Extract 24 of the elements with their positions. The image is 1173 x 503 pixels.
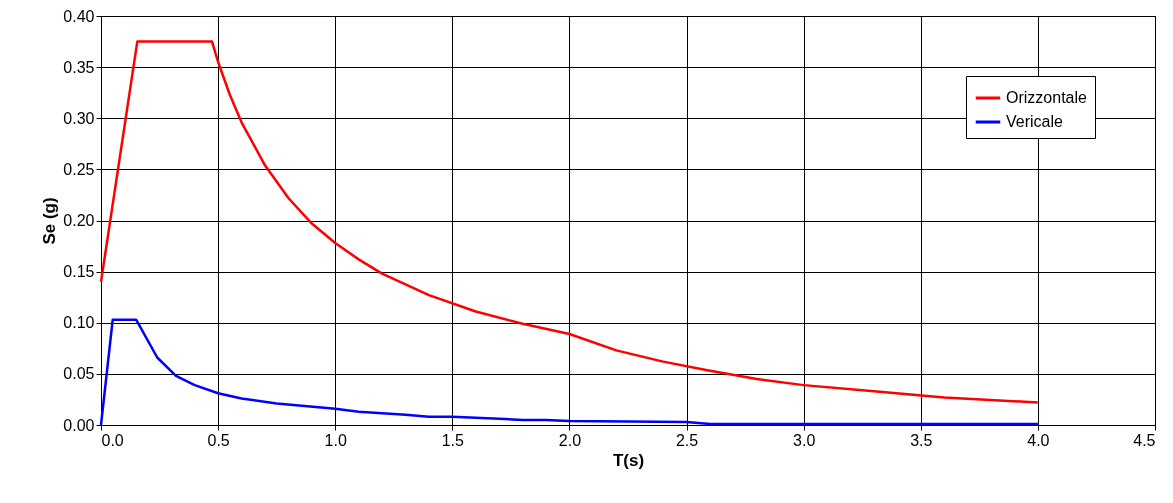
x-tick-label: 1.5 — [441, 431, 465, 449]
x-axis-title: T(s) — [612, 450, 645, 470]
line-series — [99, 318, 1040, 427]
x-tick-label: 0.0 — [101, 431, 124, 449]
y-tick-label: 0.30 — [63, 109, 95, 127]
y-tick-label: 0.00 — [63, 416, 95, 434]
y-tick-label: 0.05 — [63, 365, 95, 383]
y-tick-label: 0.40 — [63, 7, 95, 25]
x-tick-label: 2.0 — [558, 431, 582, 449]
y-tick-label: 0.10 — [63, 314, 95, 332]
x-tick-label: 0.5 — [207, 431, 230, 449]
y-tick-label: 0.15 — [63, 263, 95, 281]
x-tick-label: 4.0 — [1027, 431, 1050, 449]
legend-label: Orizzontale — [1006, 89, 1088, 106]
x-tick-label: 4.5 — [1133, 431, 1156, 449]
y-tick-label: 0.25 — [63, 160, 95, 178]
y-axis-title: Se (g) — [40, 197, 60, 245]
x-tick-label: 3.0 — [793, 431, 816, 449]
x-tick-label: 3.5 — [910, 431, 933, 449]
y-tick-label: 0.35 — [63, 58, 95, 76]
y-tick-label: 0.20 — [63, 212, 95, 229]
x-tick-label: 2.5 — [675, 431, 699, 449]
legend-label: Vericale — [1006, 113, 1064, 130]
x-tick-label: 1.0 — [324, 431, 347, 449]
